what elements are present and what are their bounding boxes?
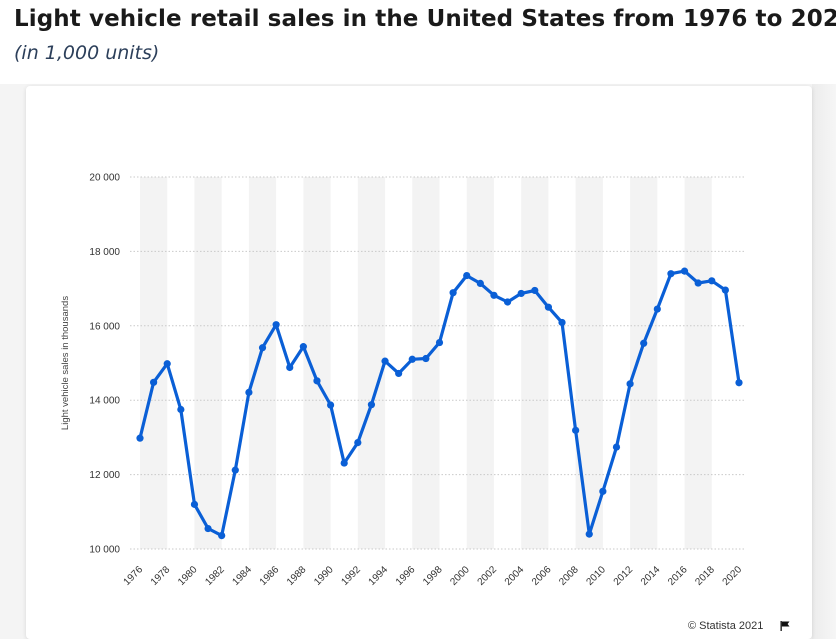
data-point — [667, 270, 675, 278]
data-point — [517, 289, 525, 298]
y-tick-label: 12 000 — [89, 470, 120, 481]
data-point — [354, 439, 362, 447]
column-stripe — [466, 177, 494, 549]
data-point — [408, 355, 416, 363]
x-tick-label: 2020 — [721, 564, 745, 588]
column-stripe — [194, 177, 222, 549]
data-point — [612, 443, 621, 451]
data-point — [490, 291, 498, 299]
data-point — [286, 363, 294, 372]
data-point — [721, 286, 729, 294]
column-stripe — [630, 177, 658, 549]
data-point — [708, 277, 716, 285]
x-tick-label: 2012 — [612, 564, 636, 588]
x-tick-label: 1992 — [339, 564, 363, 588]
data-point — [204, 524, 212, 533]
data-point — [136, 434, 144, 442]
x-tick-label: 1980 — [176, 564, 200, 588]
data-point — [640, 339, 648, 347]
x-tick-label: 2018 — [693, 564, 717, 588]
x-tick-label: 1984 — [231, 564, 255, 588]
data-point — [585, 530, 593, 538]
data-point — [150, 378, 158, 386]
column-stripe — [412, 177, 440, 549]
y-tick-label: 14 000 — [89, 396, 120, 407]
x-tick-label: 1976 — [122, 564, 146, 588]
data-point — [367, 401, 376, 409]
x-tick-label: 1996 — [394, 564, 418, 588]
column-stripe — [521, 177, 549, 549]
data-point — [381, 357, 389, 365]
data-point — [626, 380, 634, 388]
data-point — [218, 532, 226, 540]
y-axis-ticks: 10 000 12 000 14 000 16 000 18 000 20 000 — [89, 173, 120, 556]
x-tick-label: 1994 — [367, 564, 391, 588]
x-tick-label: 1978 — [149, 564, 173, 588]
data-point — [177, 405, 185, 414]
y-axis-label: Light vehicle sales in thousands — [60, 296, 71, 430]
y-tick-label: 10 000 — [89, 545, 120, 556]
y-tick-label: 20 000 — [89, 173, 120, 184]
data-point — [599, 487, 607, 495]
data-point — [558, 318, 566, 327]
data-point — [680, 267, 689, 275]
data-point — [272, 321, 280, 329]
column-stripes — [140, 177, 712, 549]
x-tick-label: 1998 — [421, 564, 445, 588]
column-stripe — [140, 177, 168, 549]
data-point — [231, 466, 239, 474]
data-point — [299, 343, 307, 351]
x-tick-label: 2014 — [639, 564, 663, 588]
data-point — [572, 426, 580, 434]
data-point — [163, 360, 171, 368]
data-point — [476, 279, 484, 287]
data-point — [544, 303, 553, 311]
x-tick-label: 2004 — [503, 564, 527, 588]
column-stripe — [248, 177, 277, 549]
x-tick-label: 1986 — [258, 564, 282, 588]
x-tick-label: 2008 — [557, 564, 581, 588]
y-tick-label: 18 000 — [89, 247, 120, 258]
x-tick-label: 1982 — [203, 564, 227, 588]
data-point — [313, 377, 321, 385]
data-point — [422, 354, 430, 363]
data-point — [395, 369, 403, 378]
y-tick-label: 16 000 — [89, 321, 120, 332]
data-point — [326, 401, 335, 409]
x-tick-label: 1990 — [312, 564, 336, 588]
data-point — [531, 286, 539, 295]
data-point — [735, 379, 743, 387]
page-header: Light vehicle retail sales in the United… — [0, 0, 836, 84]
column-stripe — [303, 177, 331, 549]
flag-icon[interactable] — [780, 621, 790, 631]
data-point — [245, 388, 253, 396]
column-stripe — [575, 177, 603, 549]
data-point — [449, 289, 457, 297]
column-stripe — [357, 177, 386, 549]
x-tick-label: 2016 — [666, 564, 690, 588]
data-point — [190, 500, 199, 508]
data-point — [435, 338, 444, 347]
chart-subtitle: (in 1,000 units) — [14, 42, 160, 64]
column-stripe — [684, 177, 712, 549]
side-panel-shade — [812, 84, 836, 639]
data-point — [503, 298, 512, 306]
data-point — [463, 271, 471, 280]
x-tick-label: 2006 — [530, 564, 554, 588]
series-group — [136, 267, 743, 540]
x-axis-ticks: 1976 1978 1980 1982 1984 1986 1988 1990 1992 1994… — [122, 564, 745, 588]
x-tick-label: 2002 — [476, 564, 500, 588]
data-point — [694, 279, 702, 287]
gridlines — [130, 176, 745, 550]
x-tick-label: 1988 — [285, 564, 309, 588]
x-tick-label: 2010 — [584, 564, 608, 588]
data-point — [258, 344, 267, 352]
data-point — [340, 459, 348, 467]
data-point — [653, 305, 661, 313]
statista-credit[interactable]: © Statista 2021 — [688, 620, 764, 632]
x-tick-label: 2000 — [448, 564, 472, 588]
chart-title: Light vehicle retail sales in the United… — [14, 6, 836, 32]
